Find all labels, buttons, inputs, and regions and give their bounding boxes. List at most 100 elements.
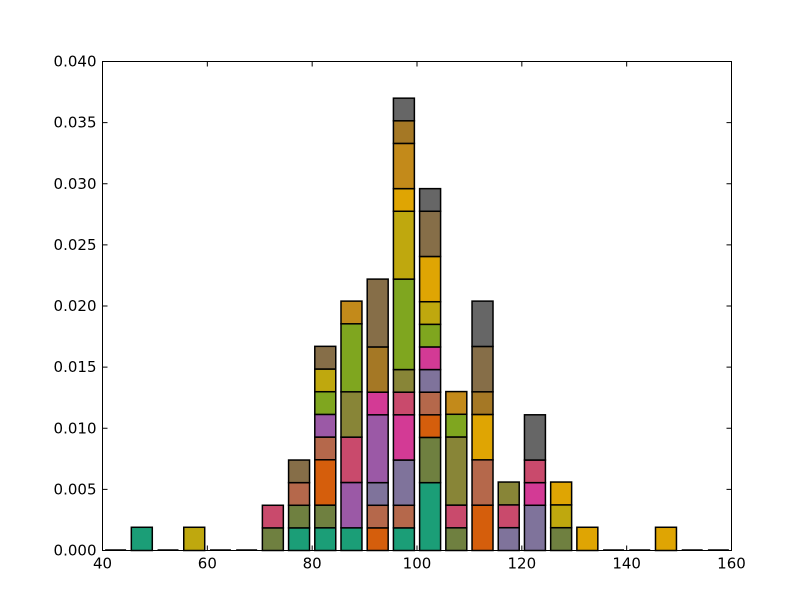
y-tick-label: 0.000 — [54, 542, 97, 560]
bin-82.5 — [314, 345, 337, 552]
bar-segment-gold — [576, 526, 599, 552]
bar-segment-goldenrod — [340, 300, 363, 325]
bar-segment-rust — [366, 504, 389, 529]
bar-segment-ochre — [471, 391, 494, 416]
bar-segment-brown — [418, 210, 442, 258]
bar-segment-pinkred — [445, 504, 468, 529]
bin-112.5 — [471, 300, 494, 552]
y-tick-label: 0.030 — [54, 175, 97, 193]
bar-segment-pinkred — [261, 504, 285, 529]
bar-segment-magenta — [392, 414, 416, 461]
bar-segment-khaki — [445, 436, 468, 506]
bar-segment-gray — [523, 414, 547, 461]
bar-segment-lavender — [418, 368, 442, 393]
bar-segment-teal — [287, 527, 311, 552]
bar-segment-teal — [130, 526, 154, 552]
y-tick-label: 0.025 — [54, 236, 97, 254]
bar-segment-gray — [418, 187, 442, 213]
bin-117.5 — [497, 481, 520, 552]
bar-segment-olive — [287, 504, 311, 529]
x-axis: 40 60 80 100 120 140 160 — [93, 61, 746, 573]
bin-57.5 — [182, 526, 206, 552]
bar-segment-brown — [366, 278, 389, 348]
bar-segment-brown — [314, 345, 337, 370]
x-tick-label: 100 — [403, 555, 432, 573]
bar-segment-gold — [471, 413, 494, 461]
bar-segment-teal — [340, 527, 363, 552]
y-tick-label: 0.020 — [54, 297, 97, 315]
bar-segment-lavender — [366, 481, 389, 507]
bar-segment-pinkred — [340, 436, 363, 484]
bar-segment-gold — [392, 187, 416, 213]
x-tick-label: 160 — [717, 555, 746, 573]
bar-segment-rust — [471, 459, 494, 506]
bar-segment-lavender — [392, 459, 416, 507]
bin-122.5 — [523, 414, 547, 552]
bar-segment-gray — [471, 300, 494, 348]
y-tick-label: 0.005 — [54, 480, 97, 498]
bar-segment-gold — [418, 255, 442, 303]
bar-segment-green — [445, 413, 468, 438]
bin-102.5 — [418, 187, 442, 552]
bar-segment-gold — [654, 526, 678, 552]
bar-segment-rust — [287, 481, 311, 507]
bar-segment-olive — [418, 436, 442, 484]
bin-97.5 — [392, 97, 416, 552]
bar-segment-yellow — [549, 504, 573, 529]
bars-layer — [105, 97, 729, 552]
bar-segment-khaki — [392, 368, 416, 393]
bar-segment-purple — [340, 481, 363, 529]
bar-segment-green — [418, 323, 442, 348]
bar-segment-yellow — [182, 526, 206, 552]
bar-segment-brown — [471, 345, 494, 393]
bar-segment-yellow — [392, 210, 416, 280]
bar-segment-brown — [287, 459, 311, 484]
bin-132.5 — [576, 526, 599, 552]
x-tick-label: 80 — [303, 555, 322, 573]
plot-frame — [102, 61, 732, 551]
bar-segment-yellow — [314, 368, 337, 393]
bin-47.5 — [130, 526, 154, 552]
bar-segment-lavender — [523, 504, 547, 552]
bar-segment-yellow — [418, 300, 442, 326]
bar-segment-teal — [418, 481, 442, 552]
bin-107.5 — [445, 390, 468, 552]
bar-segment-gold — [549, 481, 573, 506]
bin-92.5 — [366, 278, 389, 552]
bar-segment-teal — [392, 527, 416, 552]
bar-segment-rust — [392, 504, 416, 529]
x-tick-label: 120 — [508, 555, 537, 573]
bar-segment-magenta — [418, 346, 442, 371]
bar-segment-pinkred — [523, 459, 547, 484]
y-tick-label: 0.040 — [54, 53, 97, 71]
bar-segment-teal — [314, 527, 337, 552]
y-tick-label: 0.010 — [54, 419, 97, 437]
bar-segment-ochre — [366, 346, 389, 393]
bar-segment-green — [392, 278, 416, 371]
bar-segment-pinkred — [392, 391, 416, 416]
y-axis: 0.000 0.005 0.010 0.015 0.020 0.025 0.030 0.035… — [54, 53, 732, 560]
x-tick-label: 40 — [93, 555, 112, 573]
bin-72.5 — [261, 504, 285, 552]
bar-segment-orange — [314, 459, 337, 506]
bar-segment-green — [340, 323, 363, 393]
bar-segment-goldenrod — [392, 142, 416, 190]
bar-segment-lavender — [497, 526, 520, 552]
y-tick-label: 0.035 — [54, 114, 97, 132]
x-tick-label: 60 — [198, 555, 217, 573]
bar-segment-orange — [471, 504, 494, 552]
bar-segment-olive — [445, 527, 468, 552]
bar-segment-pinkred — [497, 504, 520, 529]
bar-segment-green — [314, 390, 337, 416]
bin-77.5 — [287, 459, 311, 552]
bar-segment-purple — [314, 413, 337, 438]
y-tick-label: 0.015 — [54, 358, 97, 376]
bar-segment-rust — [418, 391, 442, 416]
bin-147.5 — [654, 526, 678, 552]
bar-segment-rust — [314, 436, 337, 461]
bar-segment-khaki — [497, 481, 520, 506]
bar-segment-gray — [392, 97, 416, 122]
bar-segment-olive — [314, 504, 337, 529]
bar-segment-olive — [549, 526, 573, 552]
